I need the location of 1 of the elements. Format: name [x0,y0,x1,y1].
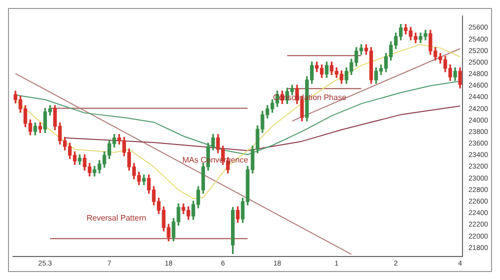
annotation: Reversal Pattern [86,213,146,222]
